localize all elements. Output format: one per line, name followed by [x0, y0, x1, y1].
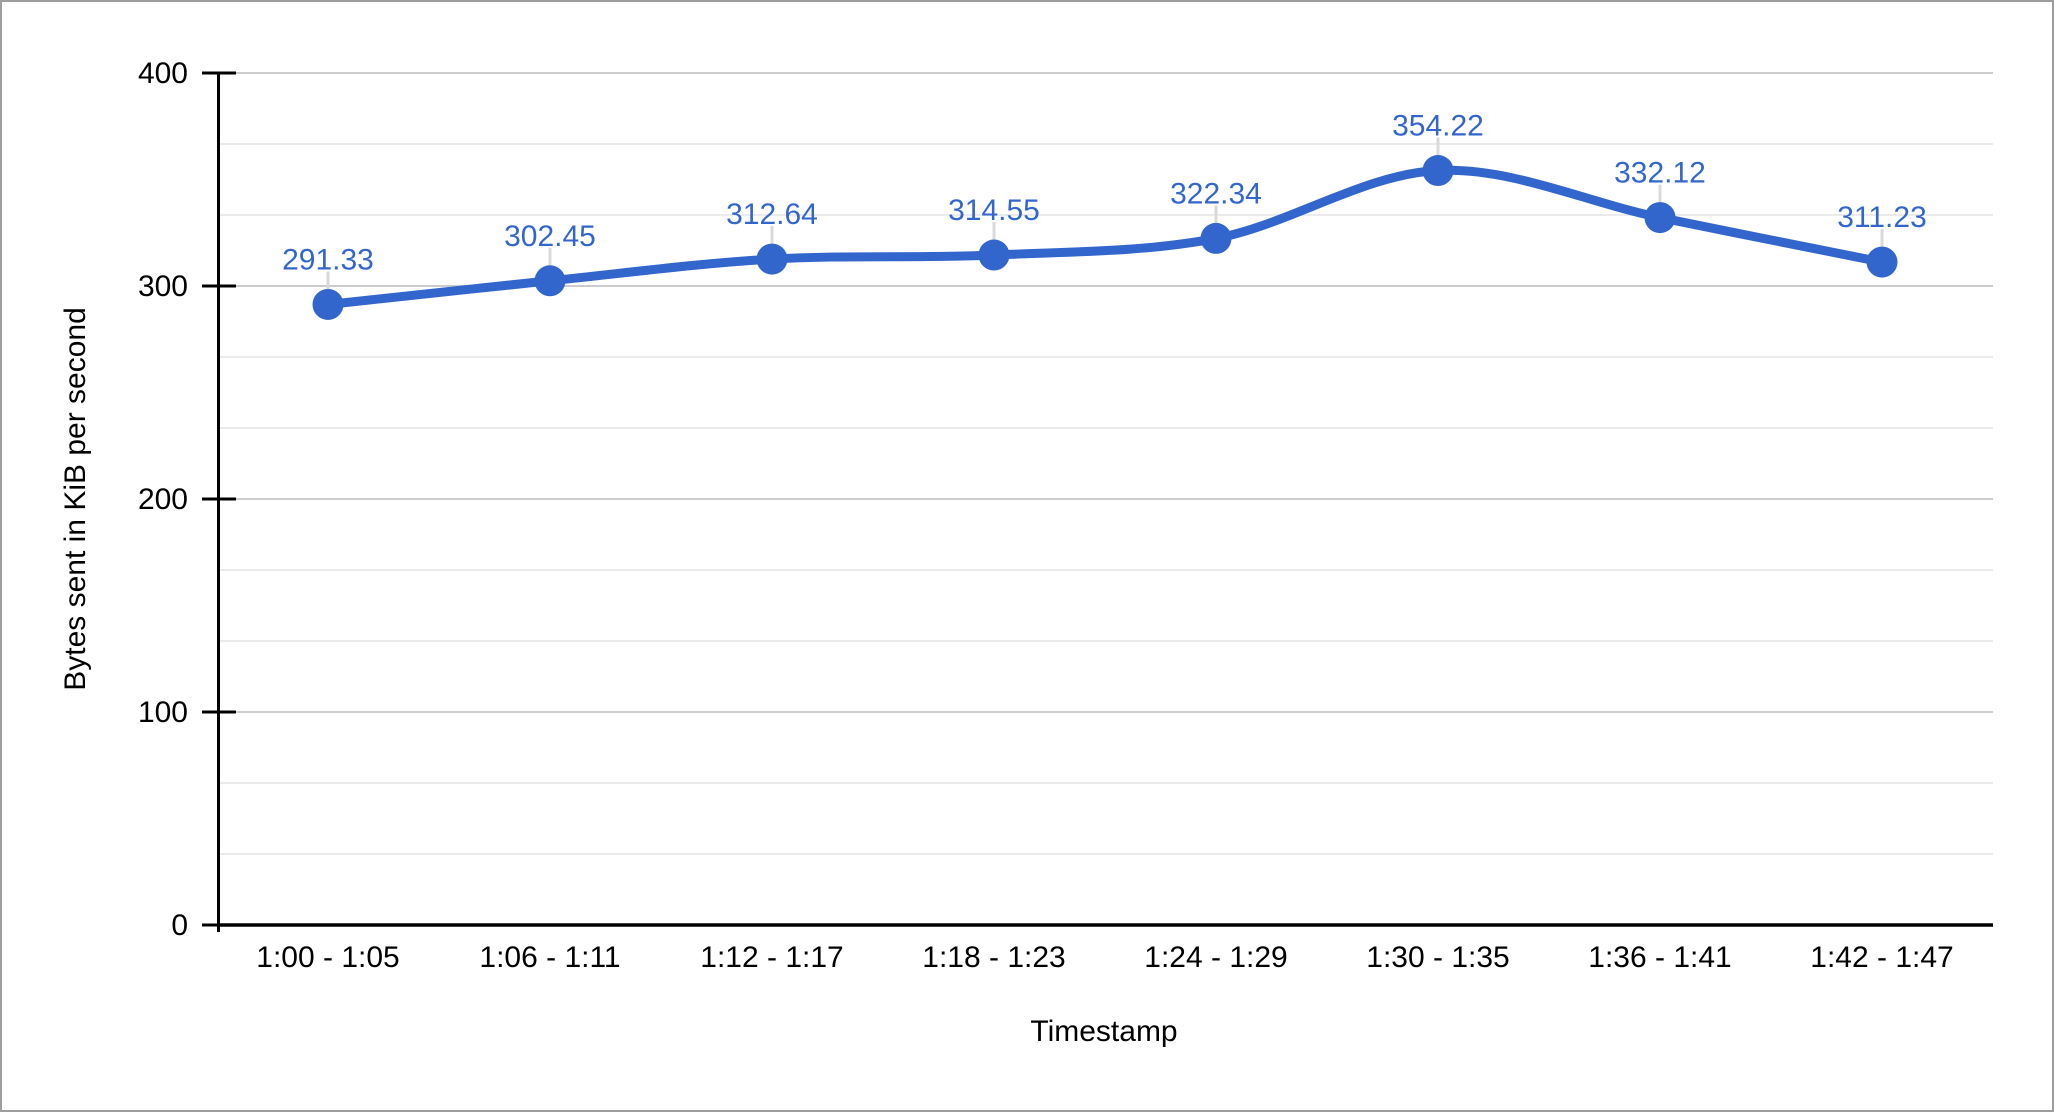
data-point-label: 322.34 — [1170, 177, 1262, 210]
data-point[interactable] — [756, 243, 788, 275]
x-axis-title: Timestamp — [1030, 1015, 1177, 1048]
data-point[interactable] — [1422, 155, 1454, 187]
x-tick-label: 1:18 - 1:23 — [922, 941, 1065, 974]
data-point-label: 291.33 — [282, 243, 374, 276]
x-tick-label: 1:36 - 1:41 — [1588, 941, 1731, 974]
series-line[interactable] — [327, 165, 1883, 309]
data-point-label: 354.22 — [1392, 110, 1484, 143]
x-tick-label: 1:24 - 1:29 — [1144, 941, 1287, 974]
y-tick-label: 0 — [171, 909, 188, 942]
x-tick-label: 1:06 - 1:11 — [479, 941, 620, 974]
y-tick-label: 100 — [138, 696, 188, 729]
x-tick-label: 1:30 - 1:35 — [1366, 941, 1509, 974]
x-tick-label: 1:00 - 1:05 — [256, 941, 399, 974]
data-point[interactable] — [1200, 222, 1232, 254]
y-tick-label: 400 — [138, 57, 188, 90]
y-axis-title: Bytes sent in KiB per second — [59, 307, 92, 691]
data-point[interactable] — [312, 288, 344, 320]
data-point-label: 302.45 — [504, 220, 596, 253]
data-point[interactable] — [1866, 246, 1898, 278]
x-tick-label: 1:12 - 1:17 — [700, 941, 843, 974]
data-point[interactable] — [1644, 202, 1676, 234]
data-point-label: 312.64 — [726, 198, 818, 231]
data-point[interactable] — [978, 239, 1010, 271]
x-tick-label: 1:42 - 1:47 — [1810, 941, 1953, 974]
data-point-label: 314.55 — [948, 194, 1040, 227]
data-point-label: 332.12 — [1614, 157, 1706, 190]
data-point[interactable] — [534, 265, 566, 297]
data-point-label: 311.23 — [1837, 201, 1927, 234]
y-tick-label: 300 — [138, 270, 188, 303]
y-tick-label: 200 — [138, 483, 188, 516]
